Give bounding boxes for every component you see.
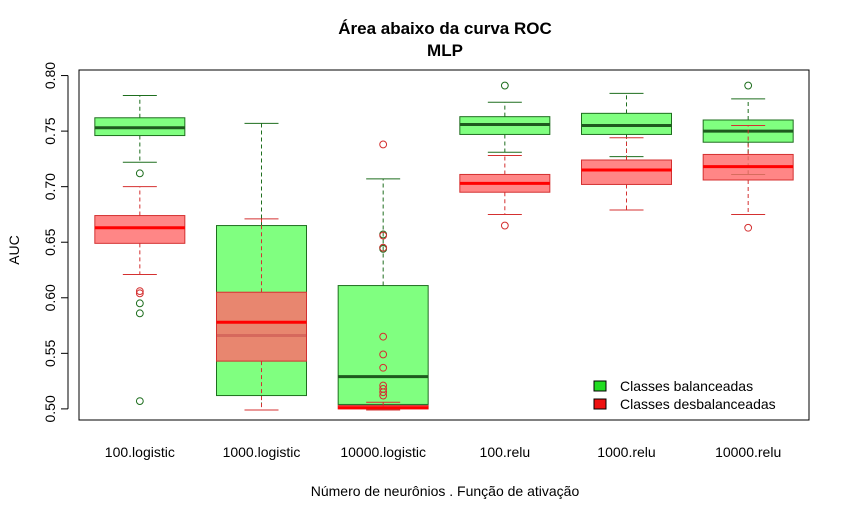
outlier-point [379,231,388,240]
legend-swatch [593,398,607,410]
box-100.relu [459,81,551,153]
outlier-point [379,140,388,149]
box-1000.logistic [216,218,307,411]
x-axis-label: Número de neurônios . Função de ativação [311,483,580,499]
y-axis-label: AUC [6,235,22,265]
outlier-point [135,289,144,298]
box-100.logistic [94,186,186,298]
legend-swatch [593,380,607,392]
chart-title: Área abaixo da curva ROC [338,19,552,38]
box-iqr [94,215,186,244]
box-1000.relu [581,137,672,211]
outlier-point [379,350,388,359]
outlier-point [135,287,144,296]
outlier-point [379,388,388,397]
outlier-point [135,309,144,318]
legend-label: Classes balanceadas [620,378,753,394]
outlier-point [379,363,388,372]
series-unbalanced [94,125,794,411]
x-tick-label: 10000.relu [715,444,781,460]
x-tick-label: 100.relu [480,444,531,460]
y-tick-label: 0.60 [42,284,58,311]
y-tick-label: 0.55 [42,339,58,366]
x-tick-label: 1000.logistic [223,444,301,460]
series-balanced [94,81,794,411]
box-1000.relu [581,92,672,158]
outlier-point [744,81,753,90]
legend: Classes balanceadas Classes desbalanceada… [593,378,776,412]
box-1000.logistic [216,122,307,411]
y-tick-label: 0.80 [42,62,58,89]
y-axis: 0.50 0.55 0.60 0.65 0.70 0.75 0.80 [42,62,69,423]
box-10000.relu [702,125,794,232]
box-10000.logistic [337,178,429,410]
outlier-point [379,332,388,341]
y-tick-label: 0.65 [42,228,58,255]
x-tick-label: 100.logistic [105,444,175,460]
plot-area [94,81,794,411]
outlier-point [135,397,144,406]
box-iqr [581,112,672,135]
box-iqr [337,285,429,405]
legend-label: Classes desbalanceadas [620,396,776,412]
outlier-point [500,81,509,90]
outlier-point [135,169,144,178]
outlier-point [744,223,753,232]
box-iqr [581,159,672,185]
outlier-point [135,299,144,308]
box-10000.logistic [337,140,429,411]
x-axis: 100.logistic 1000.logistic 10000.logistic 1… [105,444,781,460]
x-tick-label: 10000.logistic [340,444,426,460]
x-tick-label: 1000.relu [597,444,655,460]
outlier-point [500,221,509,230]
outlier-point [379,243,388,252]
box-100.logistic [94,95,186,406]
box-100.relu [459,155,551,230]
y-tick-label: 0.75 [42,117,58,144]
plot-frame [78,69,810,421]
outlier-point [379,391,388,400]
box-iqr [216,291,307,362]
y-tick-label: 0.50 [42,395,58,422]
chart-subtitle: MLP [427,41,463,60]
y-tick-label: 0.70 [42,173,58,200]
